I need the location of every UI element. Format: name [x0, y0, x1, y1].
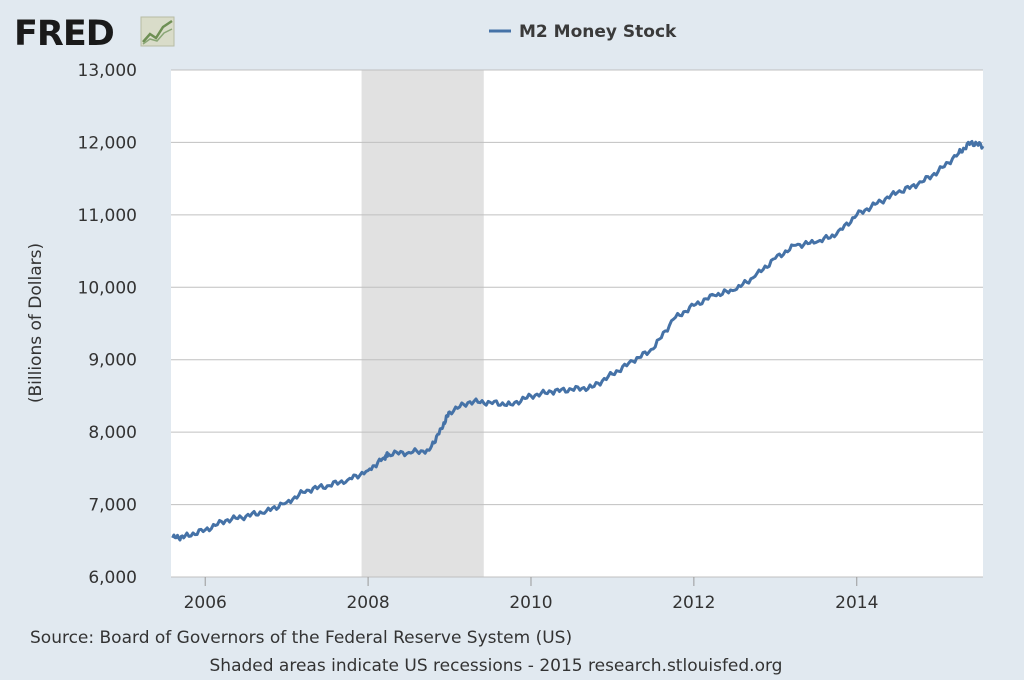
- data-point: [631, 360, 634, 363]
- data-point: [570, 388, 573, 391]
- y-tick-label: 13,000: [78, 61, 137, 81]
- data-point: [753, 275, 756, 278]
- y-tick-label: 6,000: [88, 568, 137, 588]
- data-point: [774, 257, 777, 260]
- y-axis-tick-labels: 6,000 7,000 8,000 9,000 10,000 11,000 12,000 13…: [78, 61, 137, 588]
- x-tick-label: 2012: [672, 593, 715, 613]
- data-point: [855, 213, 858, 216]
- data-point: [957, 152, 960, 155]
- data-point: [591, 386, 594, 389]
- data-point: [896, 191, 899, 194]
- x-axis-tick-labels: 2006 2008 2010 2012 2014: [184, 593, 879, 613]
- y-gridlines: [171, 69, 983, 578]
- data-point: [529, 394, 532, 397]
- data-point: [440, 427, 443, 430]
- y-tick-label: 11,000: [78, 206, 137, 226]
- data-point: [876, 202, 879, 205]
- data-point: [713, 294, 716, 297]
- y-axis-title: (Billions of Dollars): [26, 243, 46, 403]
- x-tick-label: 2006: [184, 593, 227, 613]
- data-point: [550, 390, 553, 393]
- data-point: [692, 304, 695, 307]
- x-tick-label: 2014: [835, 593, 878, 613]
- fred-logo[interactable]: FRED: [14, 14, 175, 54]
- data-point: [306, 489, 309, 492]
- data-point: [171, 536, 174, 539]
- data-point: [969, 141, 972, 144]
- data-point: [733, 289, 736, 292]
- data-point: [815, 241, 818, 244]
- data-point: [652, 347, 655, 350]
- data-point: [326, 484, 329, 487]
- data-point: [224, 519, 227, 522]
- data-point: [937, 170, 940, 173]
- data-point: [794, 244, 797, 247]
- data-point: [265, 510, 268, 513]
- data-point: [244, 515, 247, 518]
- y-tick-label: 7,000: [88, 496, 137, 516]
- data-point: [448, 410, 451, 413]
- x-tick-label: 2008: [346, 593, 389, 613]
- data-point: [509, 403, 512, 406]
- recession-note: Shaded areas indicate US recessions - 20…: [210, 656, 783, 676]
- source-note: Source: Board of Governors of the Federa…: [30, 628, 572, 648]
- data-point: [672, 318, 675, 321]
- data-point: [916, 183, 919, 186]
- legend: M2 Money Stock: [489, 22, 677, 42]
- data-point: [489, 401, 492, 404]
- fred-logo-text: FRED: [14, 14, 114, 54]
- x-tick-label: 2010: [509, 593, 552, 613]
- data-point: [835, 233, 838, 236]
- data-point: [428, 449, 431, 452]
- y-tick-label: 8,000: [88, 423, 137, 443]
- y-tick-label: 12,000: [78, 133, 137, 153]
- x-axis-ticks: [204, 577, 858, 586]
- data-point: [387, 452, 390, 455]
- data-point: [285, 501, 288, 504]
- data-point: [346, 478, 349, 481]
- data-point: [183, 535, 186, 538]
- legend-label-m2: M2 Money Stock: [519, 22, 677, 42]
- y-tick-label: 10,000: [78, 278, 137, 298]
- data-point: [468, 400, 471, 403]
- y-tick-label: 9,000: [88, 351, 137, 371]
- data-point: [982, 145, 985, 148]
- data-point: [407, 451, 410, 454]
- line-chart-icon: [140, 16, 175, 47]
- data-point: [367, 469, 370, 472]
- data-point: [611, 373, 614, 376]
- recession-band: [361, 70, 484, 577]
- series-line-m2: [171, 140, 985, 542]
- data-point: [383, 456, 386, 459]
- data-point: [204, 528, 207, 531]
